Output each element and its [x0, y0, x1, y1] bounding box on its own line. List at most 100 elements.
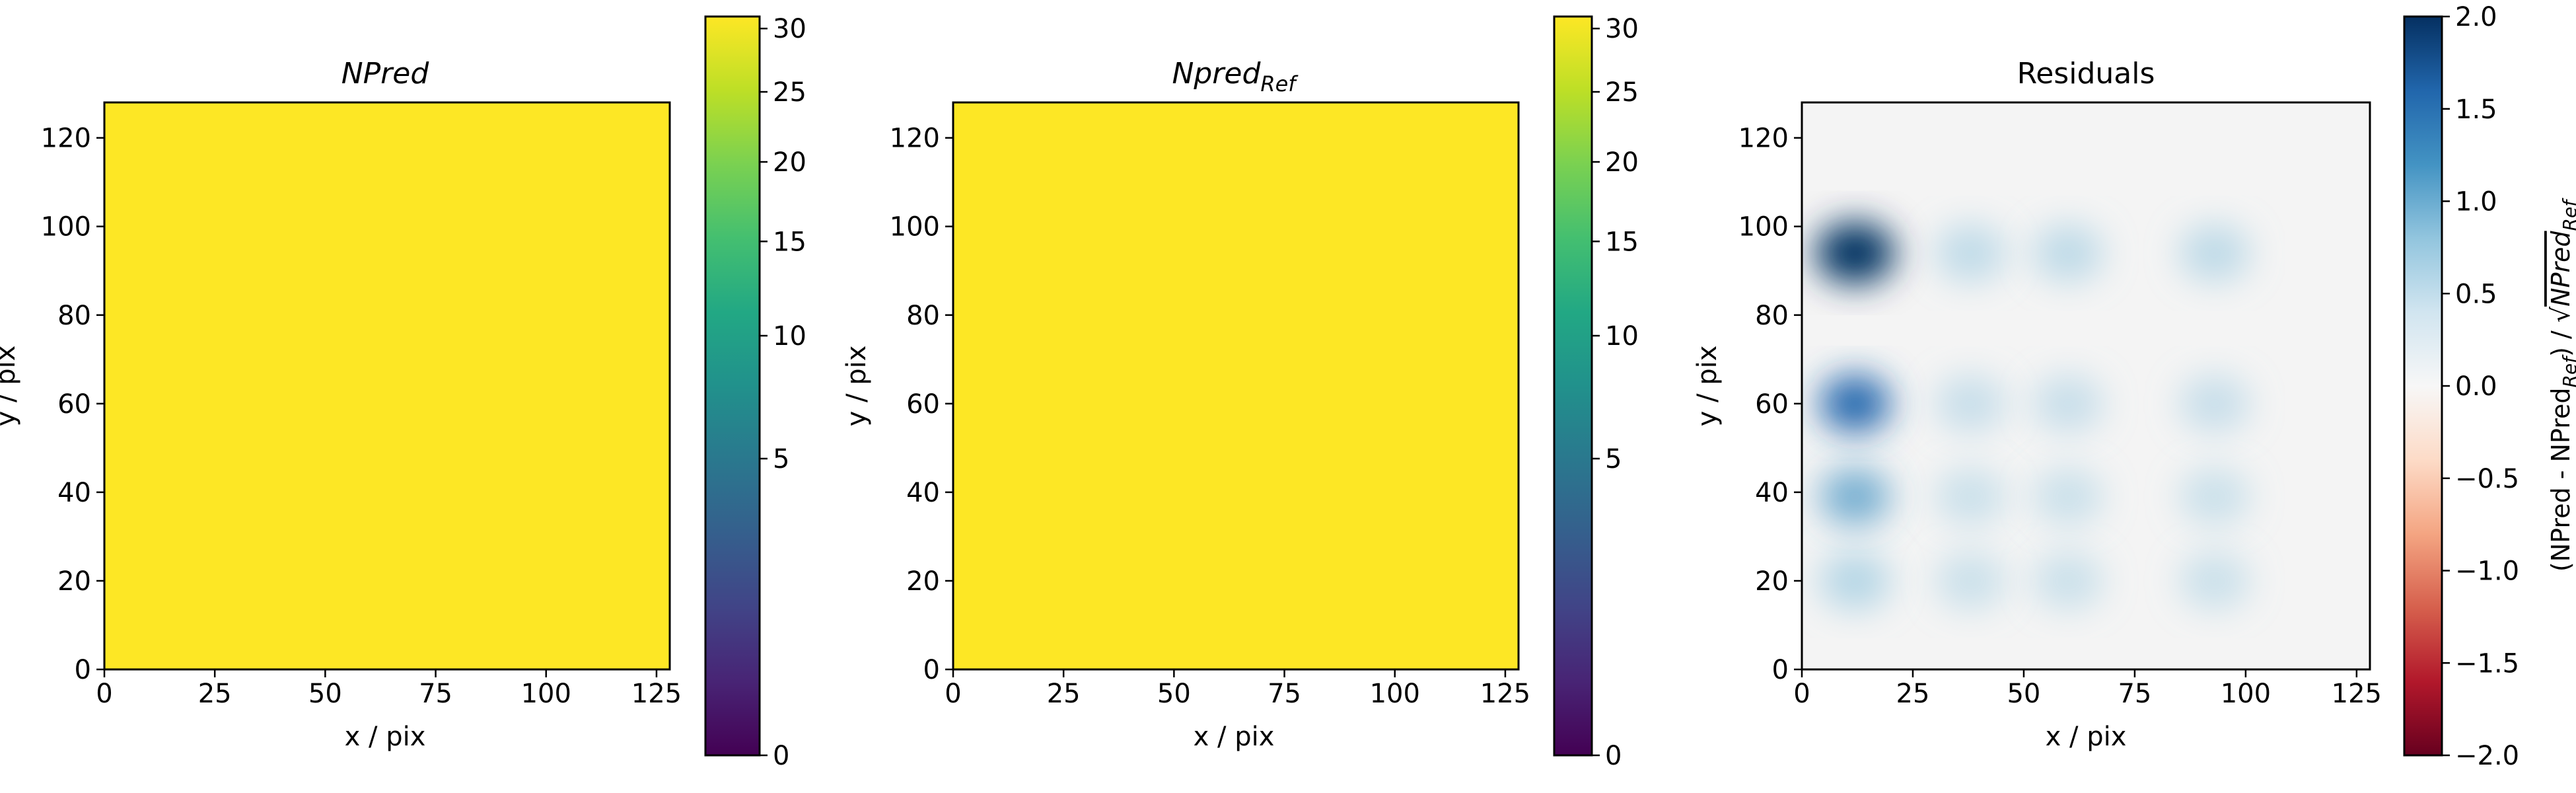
panel-title: NPred: [341, 57, 430, 91]
y-axis-ticks: 0 20 40 60 80 100 120: [41, 124, 104, 685]
residual-blob: [2032, 375, 2104, 433]
colorbar-ticks: −2.0 −1.5 −1.0 −0.5 0.0 0.5 1.0 1.5 2.0: [2442, 2, 2519, 771]
y-tick-label: 20: [1755, 566, 1789, 597]
colorbar-tick-label: −2.0: [2455, 741, 2519, 771]
colorbar-tick-label: 25: [1605, 77, 1639, 108]
x-tick-label: 125: [2332, 679, 2382, 709]
x-tick-label: 75: [1268, 679, 1301, 709]
plot-frame: [952, 101, 1520, 671]
residual-blob: [2179, 375, 2250, 433]
x-tick-label: 50: [308, 679, 342, 709]
y-tick-label: 60: [1755, 389, 1789, 420]
colorbar-label: (NPred - NPredRef) / √NPredRef: [2546, 198, 2576, 572]
y-tick-label: 100: [41, 212, 91, 243]
colorbar-ticks: 0 5 10 15 20 25 30: [1592, 14, 1639, 771]
y-tick-label: 40: [906, 478, 940, 508]
plot-frame: [103, 101, 671, 671]
colorbar-tick-label: 20: [1605, 147, 1639, 178]
residual-blob: [2179, 224, 2250, 282]
colorbar-tick-label: 0.5: [2455, 279, 2497, 309]
y-tick-label: 80: [906, 301, 940, 331]
heatmap-image: [104, 102, 670, 669]
residual-blob: [2032, 552, 2104, 610]
y-tick-label: 0: [923, 655, 940, 685]
residual-blob: [1935, 375, 2007, 433]
plot-frame: [1801, 101, 2371, 671]
y-tick-label: 120: [1738, 124, 1789, 154]
x-axis-ticks: 0 25 50 75 100 125: [945, 669, 1530, 709]
x-tick-label: 125: [631, 679, 682, 709]
x-axis-label: x / pix: [2046, 722, 2127, 752]
colorbar-tick-label: 15: [773, 227, 806, 257]
residual-blob: [1819, 375, 1891, 433]
residual-blob: [2032, 467, 2104, 526]
x-tick-label: 75: [419, 679, 452, 709]
residual-blob: [2179, 552, 2250, 610]
residual-blob: [1935, 552, 2007, 610]
colorbar-tick-label: −1.5: [2455, 648, 2519, 679]
residual-blob: [1935, 224, 2007, 282]
y-tick-label: 40: [1755, 478, 1789, 508]
y-tick-label: 20: [906, 566, 940, 597]
y-tick-label: 80: [1755, 301, 1789, 331]
y-axis-ticks: 0 20 40 60 80 100 120: [1738, 124, 1802, 685]
y-tick-label: 60: [57, 389, 91, 420]
x-tick-label: 25: [198, 679, 232, 709]
residual-blob: [1819, 552, 1891, 610]
colorbar-tick-label: 1.5: [2455, 94, 2497, 125]
y-axis-label: y / pix: [0, 346, 21, 427]
x-tick-label: 25: [1896, 679, 1930, 709]
colorbar-tick-label: 20: [773, 147, 806, 178]
colorbar-tick-label: 1.0: [2455, 187, 2497, 217]
x-tick-label: 0: [1793, 679, 1810, 709]
colorbar-tick-label: 30: [773, 14, 806, 44]
panel-residuals: Residuals 0 25 50 75 100 125 020406080100120 …: [1692, 2, 2576, 771]
colorbar-ticks: 0 5 10 15 20 25 30: [760, 14, 806, 771]
x-tick-label: 0: [96, 679, 112, 709]
y-tick-label: 120: [890, 124, 940, 154]
panel-title: Residuals: [2017, 57, 2155, 91]
colorbar-tick-label: 5: [773, 444, 789, 474]
y-tick-label: 100: [890, 212, 940, 243]
colorbar-tick-label: 0.0: [2455, 371, 2497, 402]
colorbar-tick-label: 10: [1605, 321, 1639, 352]
colorbar-tick-label: 10: [773, 321, 806, 352]
colorbar-tick-label: 2.0: [2455, 2, 2497, 32]
colorbar-tick-label: 25: [773, 77, 806, 108]
x-tick-label: 100: [1370, 679, 1420, 709]
y-tick-label: 100: [1738, 212, 1789, 243]
residual-blob: [1815, 221, 1896, 284]
y-tick-label: 20: [57, 566, 91, 597]
y-tick-label: 0: [75, 655, 91, 685]
x-tick-label: 100: [2221, 679, 2271, 709]
y-axis-label: y / pix: [1692, 346, 1723, 427]
y-axis-ticks: 0 20 40 60 80 100 120: [890, 124, 953, 685]
y-axis-label: y / pix: [841, 346, 872, 427]
colorbar: [1553, 15, 1593, 757]
y-tick-label: 40: [57, 478, 91, 508]
x-tick-label: 50: [2007, 679, 2040, 709]
residual-blob: [2032, 224, 2104, 282]
residual-blob: [1819, 467, 1891, 526]
y-tick-label: 80: [57, 301, 91, 331]
residual-blob: [2179, 467, 2250, 526]
y-tick-label: 0: [1772, 655, 1789, 685]
x-tick-label: 100: [521, 679, 571, 709]
colorbar-tick-label: 30: [1605, 14, 1639, 44]
colorbar-tick-label: −0.5: [2455, 464, 2519, 494]
colorbar-tick-label: 5: [1605, 444, 1622, 474]
colorbar: [704, 15, 761, 757]
y-tick-label: 60: [906, 389, 940, 420]
residual-blob: [1935, 467, 2007, 526]
x-axis-ticks: 0 25 50 75 100 125: [1793, 669, 2382, 709]
heatmap-image: [953, 102, 1519, 669]
colorbar-tick-label: 0: [1605, 741, 1622, 771]
panel-title: NpredRef: [1172, 57, 1299, 96]
x-tick-label: 50: [1157, 679, 1191, 709]
x-tick-label: 75: [2118, 679, 2151, 709]
colorbar-tick-label: 0: [773, 741, 789, 771]
x-axis-label: x / pix: [1194, 722, 1275, 752]
